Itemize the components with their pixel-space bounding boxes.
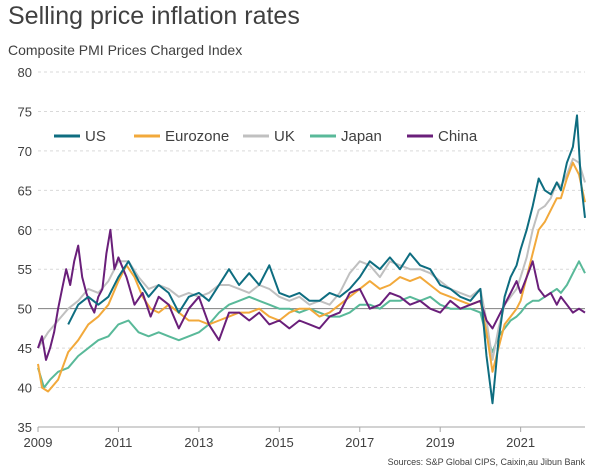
y-tick-label: 55 [18, 262, 32, 277]
series-line-us [67, 114, 586, 405]
x-tick-label: 2015 [265, 435, 294, 450]
source-note: Sources: S&P Global CIPS, Caixin,au Jibu… [387, 457, 585, 467]
series-line-china [37, 228, 586, 361]
x-tick-label: 2019 [426, 435, 455, 450]
y-tick-label: 70 [18, 144, 32, 159]
legend-label-china: China [438, 128, 478, 145]
y-tick-label: 65 [18, 183, 32, 198]
legend-label-japan: Japan [341, 128, 382, 145]
y-tick-label: 40 [18, 381, 32, 396]
series-line-uk [37, 157, 586, 361]
x-tick-label: 2021 [506, 435, 535, 450]
legend-label-uk: UK [274, 128, 295, 145]
y-tick-label: 50 [18, 302, 32, 317]
x-tick-label: 2013 [184, 435, 213, 450]
y-tick-label: 60 [18, 223, 32, 238]
x-tick-label: 2009 [24, 435, 53, 450]
chart-title: Selling price inflation rates [8, 2, 300, 30]
x-tick-label: 2017 [345, 435, 374, 450]
x-tick-label: 2011 [104, 435, 132, 450]
y-axis-label: Composite PMI Prices Charged Index [8, 42, 243, 58]
legend-label-eurozone: Eurozone [165, 128, 229, 145]
y-tick-label: 45 [18, 341, 32, 356]
legend-label-us: US [85, 128, 106, 145]
y-tick-label: 80 [18, 65, 32, 80]
y-tick-label: 75 [18, 104, 32, 119]
series-line-eurozone [37, 161, 586, 393]
series-line-japan [37, 260, 586, 389]
y-tick-label: 35 [18, 420, 32, 435]
